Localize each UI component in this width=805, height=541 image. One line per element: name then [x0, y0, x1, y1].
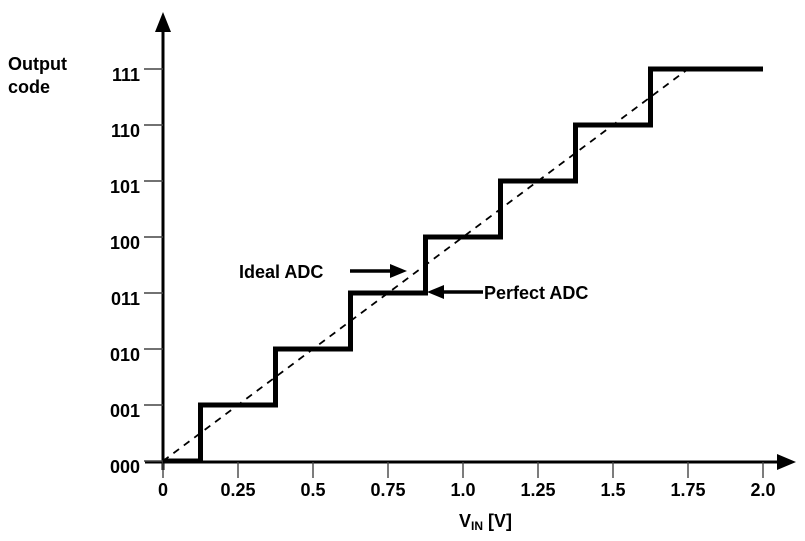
y-tick-label: 000: [110, 457, 140, 477]
y-tick-label: 011: [111, 289, 140, 309]
y-axis-arrowhead: [155, 12, 171, 32]
ideal-adc-label: Ideal ADC: [239, 262, 324, 282]
y-tick-label: 010: [110, 345, 140, 365]
y-axis-title-line2: code: [8, 77, 51, 97]
x-tick-label: 1.75: [670, 480, 705, 500]
y-tick-label: 100: [110, 233, 140, 253]
perfect-adc-staircase: [163, 66, 763, 464]
perfect-adc-arrowhead: [427, 285, 444, 299]
ideal-adc-arrowhead: [390, 264, 407, 278]
y-tick-label: 101: [110, 177, 140, 197]
x-axis-title-subscript: IN: [471, 519, 484, 533]
perfect-adc-label: Perfect ADC: [484, 283, 589, 303]
y-tick-label: 110: [111, 121, 140, 141]
x-axis-title: VIN [V]: [459, 510, 512, 535]
x-axis-arrowhead: [777, 454, 796, 470]
x-tick-label: 0: [158, 480, 168, 500]
y-tick-label: 111: [112, 65, 140, 85]
y-axis-title: Output code: [8, 53, 67, 99]
x-tick-label: 1.5: [600, 480, 625, 500]
x-tick-label: 1.0: [450, 480, 475, 500]
x-tick-label: 0.75: [370, 480, 405, 500]
x-tick-label: 1.25: [520, 480, 555, 500]
x-axis-title-suffix: [V]: [488, 511, 513, 531]
y-axis-title-line1: Output: [8, 54, 67, 74]
x-axis-title-prefix: V: [459, 511, 472, 531]
x-tick-label: 2.0: [750, 480, 775, 500]
x-tick-label: 0.5: [300, 480, 325, 500]
x-tick-label: 0.25: [220, 480, 255, 500]
y-tick-label: 001: [110, 401, 140, 421]
